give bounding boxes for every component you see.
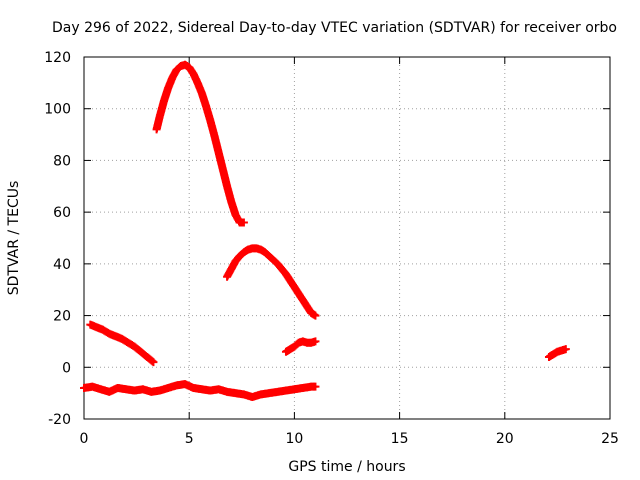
x-tick-label: 5 [185,431,194,447]
data-point [561,345,570,354]
x-tick-label: 25 [601,431,619,447]
series-arc-high [152,60,248,227]
y-tick-label: 0 [62,360,71,376]
series-arc-small [281,337,320,356]
data-point [239,218,248,227]
data-point [311,337,320,346]
series-baseline [80,380,320,402]
data-point [149,358,158,367]
y-tick-label: 100 [44,102,71,118]
x-axis-title: GPS time / hours [288,459,405,475]
y-tick-label: -20 [48,412,71,428]
x-tick-label: 15 [391,431,409,447]
x-tick-label: 20 [496,431,514,447]
series-arc-mid [223,244,320,320]
y-tick-label: 40 [53,257,71,273]
plot-frame [83,56,611,420]
y-axis-title: SDTVAR / TECUs [6,181,22,296]
x-tick-label: 0 [80,431,89,447]
grid [84,57,610,419]
y-tick-label: 120 [44,50,71,66]
series-arc-late [544,345,570,361]
y-tick-label: 60 [53,205,71,221]
data-point [311,382,320,391]
data-points [80,60,570,402]
y-tick-label: 20 [53,309,71,325]
data-point [311,311,320,320]
chart-title: Day 296 of 2022, Sidereal Day-to-day VTE… [52,20,617,36]
x-tick-label: 10 [285,431,303,447]
y-tick-label: 80 [53,153,71,169]
series-arc-low [86,320,158,367]
axis-ticks: 0 5 10 15 20 25 -20 0 20 40 60 80 100 120 [44,50,619,447]
